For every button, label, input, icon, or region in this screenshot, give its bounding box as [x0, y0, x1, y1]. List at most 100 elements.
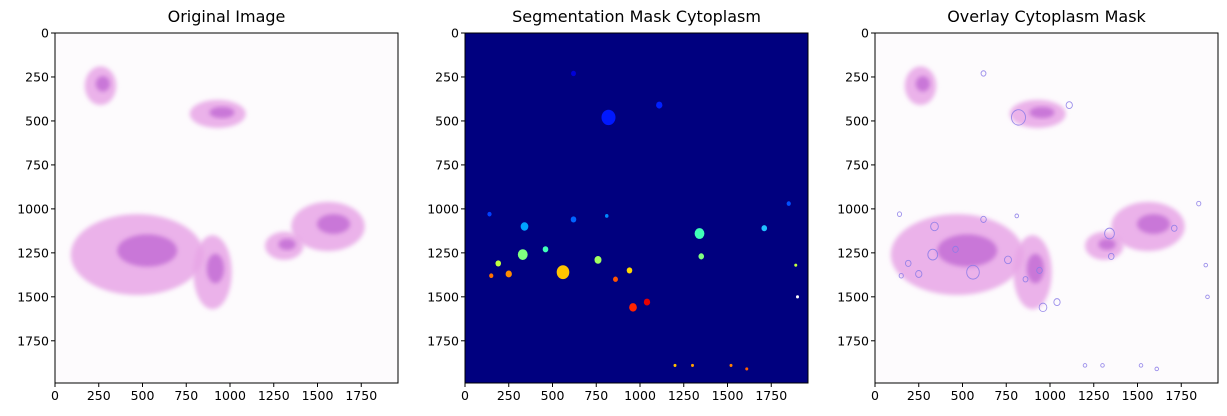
x-tick-label: 750 — [584, 388, 608, 403]
x-tick-label: 1000 — [214, 388, 246, 403]
overlay-outline — [930, 221, 939, 232]
x-tick-label: 500 — [951, 388, 975, 403]
tissue-image-overlay — [890, 66, 1185, 310]
mask-blob — [570, 216, 577, 223]
y-tick-label: 750 — [25, 157, 49, 172]
mask-blob — [786, 201, 791, 206]
overlay-outlines — [896, 70, 1210, 372]
tissue-dense-region — [209, 106, 235, 119]
mask-blob — [691, 363, 694, 367]
overlay-outline — [898, 272, 904, 279]
overlay-outline — [980, 70, 987, 77]
overlay-outline — [1170, 224, 1178, 232]
mask-blob — [656, 101, 663, 109]
x-tick-label: 750 — [994, 388, 1018, 403]
overlay-outline — [1053, 298, 1061, 307]
overlay-outline — [1154, 366, 1159, 372]
tissue-dense-region — [1026, 253, 1045, 284]
tissue-dense-region — [915, 76, 930, 92]
y-tick-label: 1750 — [17, 333, 49, 348]
mask-blob — [605, 213, 609, 218]
overlay-outline — [1065, 101, 1073, 110]
tissue-dense-region — [117, 234, 178, 267]
x-tick-label: 1750 — [1165, 388, 1197, 403]
overlay-outline — [1138, 363, 1144, 368]
panel-title-overlay: Overlay Cytoplasm Mask — [947, 7, 1146, 26]
tissue-dense-region — [1029, 106, 1055, 119]
panel-overlay: Overlay Cytoplasm Mask 0 250 500 750 1000 125… — [837, 7, 1219, 404]
x-tick-label: 250 — [497, 388, 521, 403]
y-tick-label: 0 — [41, 26, 49, 41]
mask-blobs — [487, 70, 799, 371]
y-tick-label: 0 — [451, 26, 459, 41]
y-tick-label: 750 — [845, 157, 869, 172]
mask-blob — [505, 270, 512, 278]
y-tick-label: 500 — [845, 113, 869, 128]
tissue-dense-region — [278, 238, 296, 251]
tissue-image-original — [70, 66, 365, 310]
mask-blob — [613, 276, 618, 282]
y-tick-label: 250 — [25, 69, 49, 84]
overlay-outline — [1036, 266, 1043, 274]
mask-blob — [729, 363, 733, 367]
panel-original: Original Image 0 250 500 750 1000 1250 1500 175… — [17, 7, 399, 404]
x-tick-label: 1250 — [258, 388, 290, 403]
mask-blob — [794, 263, 798, 267]
x-tick-label: 750 — [174, 388, 198, 403]
y-tick-label: 1250 — [17, 245, 49, 260]
x-tick-label: 500 — [131, 388, 155, 403]
y-tick-label: 1500 — [427, 289, 459, 304]
y-tick-label: 1500 — [837, 289, 869, 304]
y-tick-label: 750 — [435, 157, 459, 172]
y-tick-label: 1000 — [427, 201, 459, 216]
mask-blob — [694, 228, 705, 239]
axis-ticks-mask: 0 250 500 750 1000 1250 1500 1750 0 250 500 750 1000… — [427, 26, 787, 404]
overlay-outline — [1082, 363, 1088, 368]
mask-blob — [489, 273, 494, 279]
y-tick-label: 1250 — [837, 245, 869, 260]
y-tick-label: 1750 — [427, 333, 459, 348]
mask-blob — [745, 367, 749, 371]
axes-frame-original — [54, 32, 399, 384]
axis-ticks-overlay: 0 250 500 750 1000 1250 1500 1750 0 250 500 750 1000… — [837, 26, 1197, 404]
overlay-outline — [966, 264, 980, 280]
mask-background — [465, 33, 808, 383]
overlay-outline — [980, 215, 987, 223]
x-tick-label: 0 — [461, 388, 469, 403]
x-tick-label: 1250 — [1078, 388, 1110, 403]
x-tick-label: 0 — [51, 388, 59, 403]
y-tick-label: 500 — [435, 113, 459, 128]
x-tick-label: 1750 — [755, 388, 787, 403]
mask-blob — [517, 249, 528, 260]
y-tick-label: 1500 — [17, 289, 49, 304]
overlay-outline — [1011, 109, 1026, 126]
tissue-dense-region — [1098, 238, 1116, 251]
axis-ticks-original: 0 250 500 750 1000 1250 1500 1750 0 250 500 750 1000… — [17, 26, 377, 404]
overlay-outline — [952, 245, 959, 253]
y-tick-label: 0 — [861, 26, 869, 41]
mask-blob — [571, 70, 576, 77]
panel-title-mask: Segmentation Mask Cytoplasm — [512, 7, 761, 26]
mask-blob — [761, 225, 768, 232]
y-tick-label: 1000 — [17, 201, 49, 216]
mask-blob — [594, 256, 602, 264]
x-tick-label: 1500 — [302, 388, 334, 403]
tissue-dense-region — [1136, 214, 1171, 234]
mask-blob — [495, 260, 502, 267]
overlay-outline — [1038, 302, 1048, 313]
overlay-outline — [1004, 255, 1012, 265]
panel-title-original: Original Image — [168, 7, 286, 26]
mask-blob — [556, 265, 570, 280]
x-tick-label: 250 — [907, 388, 931, 403]
overlay-outline — [927, 248, 939, 261]
x-tick-label: 1500 — [1122, 388, 1154, 403]
tissue-dense-region — [937, 234, 998, 267]
overlay-outline — [1107, 252, 1115, 260]
panel-mask: Segmentation Mask Cytoplasm 0 250 500 750 10… — [427, 7, 809, 404]
mask-blob — [698, 253, 705, 260]
axes-frame-mask — [464, 32, 809, 384]
mask-blob — [542, 246, 549, 253]
mask-blob — [643, 298, 651, 306]
y-tick-label: 250 — [845, 69, 869, 84]
y-tick-label: 1250 — [427, 245, 459, 260]
